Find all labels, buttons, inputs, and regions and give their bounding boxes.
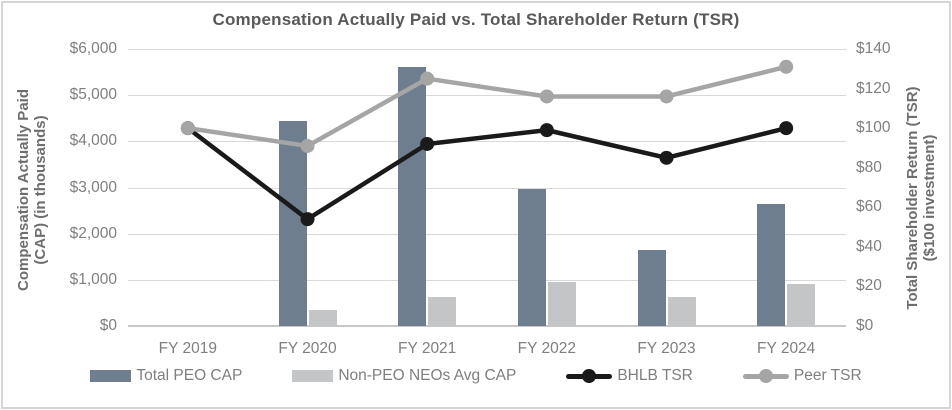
left-axis-tick: $0 [99, 317, 117, 334]
right-axis-tick: $120 [856, 79, 891, 97]
marker-peer-tsr [420, 71, 435, 86]
x-axis-label: FY 2021 [397, 340, 457, 357]
left-axis-tick: $3,000 [69, 178, 117, 196]
legend-label: Total PEO CAP [136, 367, 243, 384]
left-axis-tick: $4,000 [69, 132, 117, 150]
gridline [128, 325, 846, 327]
right-axis-title-line2: ($100 investment) [921, 134, 938, 262]
bar-total-peo-cap [278, 120, 307, 326]
legend-label: Peer TSR [793, 367, 862, 384]
gridline [128, 49, 846, 50]
bar-total-peo-cap [398, 67, 427, 326]
legend-item-peer-tsr: Peer TSR [742, 367, 862, 385]
right-axis-tick: $100 [856, 119, 891, 137]
bar-non-peo-neos-avg-cap [787, 284, 816, 326]
x-axis-label: FY 2020 [278, 340, 337, 357]
gridline [128, 187, 846, 189]
legend-item-bhlb-tsr: BHLB TSR [566, 367, 693, 385]
left-axis-title-line1: Compensation Actually Paid [15, 89, 32, 291]
right-axis-tick: $80 [856, 158, 882, 176]
tsr-lines-layer [180, 59, 794, 227]
marker-peer-tsr [659, 89, 674, 104]
right-axis-tick: $0 [856, 317, 874, 334]
right-axis-tick: $40 [856, 237, 882, 255]
gridline [128, 233, 846, 235]
left-axis-tick: $1,000 [69, 270, 117, 288]
bar-non-peo-neos-avg-cap [308, 309, 337, 326]
gridline [128, 141, 846, 143]
gridline [128, 279, 846, 281]
marker-bhlb-tsr [300, 212, 315, 227]
x-axis-label: FY 2024 [756, 340, 816, 357]
left-axis-tick: $2,000 [69, 224, 117, 242]
marker-bhlb-tsr [539, 123, 554, 138]
legend-line-marker-icon [758, 369, 773, 383]
bar-total-peo-cap [517, 188, 546, 326]
legend-label: BHLB TSR [617, 367, 693, 384]
right-axis-tick: $60 [856, 198, 882, 216]
x-axis-label: FY 2023 [637, 340, 696, 357]
legend-line-swatch-icon [566, 369, 613, 383]
marker-peer-tsr [779, 59, 794, 74]
legend-label: Non-PEO NEOs Avg CAP [338, 367, 517, 384]
plot-area [128, 49, 846, 327]
legend-item-total-peo-cap: Total PEO CAP [90, 367, 242, 385]
marker-peer-tsr [300, 138, 315, 153]
chart-title: Compensation Actually Paid vs. Total Sha… [212, 10, 740, 29]
chart-legend: Total PEO CAP Non-PEO NEOs Avg CAP BHLB TS… [0, 367, 952, 385]
bar-non-peo-neos-avg-cap [428, 297, 457, 326]
x-axis-label: FY 2019 [158, 340, 217, 357]
right-axis-tick: $20 [856, 277, 882, 295]
bar-total-peo-cap [637, 249, 666, 326]
right-axis-title-line1: Total Shareholder Return (TSR) [904, 86, 921, 310]
x-axis-label: FY 2022 [517, 340, 576, 357]
marker-bhlb-tsr [779, 121, 794, 136]
left-axis-tick: $5,000 [69, 86, 117, 104]
right-axis-tick: $140 [856, 40, 891, 57]
legend-line-swatch-icon [742, 369, 789, 383]
line-peer-tsr [185, 64, 789, 149]
marker-peer-tsr [180, 121, 195, 136]
marker-peer-tsr [539, 89, 554, 104]
legend-line-marker-icon [582, 369, 597, 383]
marker-bhlb-tsr [659, 150, 674, 165]
bar-non-peo-neos-avg-cap [667, 297, 696, 326]
line-bhlb-tsr [185, 125, 789, 222]
legend-bar-swatch-icon [90, 370, 132, 382]
legend-item-non-peo-neos-avg-cap: Non-PEO NEOs Avg CAP [292, 367, 516, 385]
bar-non-peo-neos-avg-cap [547, 282, 576, 326]
left-axis-tick: $6,000 [69, 40, 117, 57]
gridline [128, 95, 846, 97]
bar-total-peo-cap [757, 203, 786, 326]
legend-bar-swatch-icon [292, 370, 334, 382]
marker-bhlb-tsr [420, 136, 435, 151]
right-axis-title: Total Shareholder Return (TSR) ($100 inv… [904, 86, 938, 309]
